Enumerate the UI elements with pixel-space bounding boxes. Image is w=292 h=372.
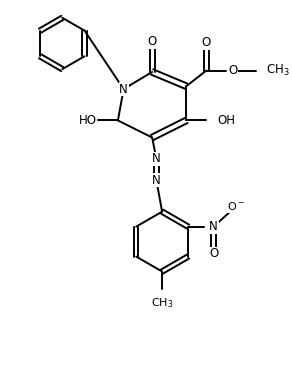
Text: HO: HO <box>79 114 97 127</box>
Text: O: O <box>228 64 237 77</box>
Text: O: O <box>202 36 211 49</box>
Text: N: N <box>209 220 218 233</box>
Text: O: O <box>147 35 157 48</box>
Text: N: N <box>152 153 161 166</box>
Text: O$^-$: O$^-$ <box>227 200 245 212</box>
Text: CH$_3$: CH$_3$ <box>266 63 289 78</box>
Text: N: N <box>119 83 128 96</box>
Text: O: O <box>209 247 218 260</box>
Text: CH$_3$: CH$_3$ <box>151 296 173 310</box>
Text: OH: OH <box>217 114 235 127</box>
Text: N: N <box>152 174 161 187</box>
